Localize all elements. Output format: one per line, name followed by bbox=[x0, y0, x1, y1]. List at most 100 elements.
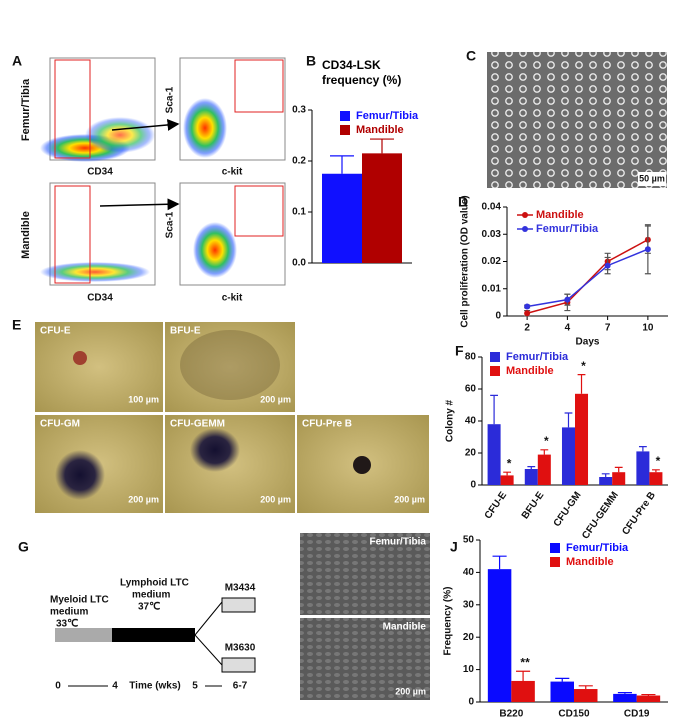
legend-label: Femur/Tibia bbox=[356, 110, 419, 122]
micrograph bbox=[300, 618, 430, 700]
micrograph bbox=[35, 322, 163, 412]
x-tick-label: 10 bbox=[642, 323, 654, 334]
point bbox=[564, 296, 571, 303]
error-bar bbox=[503, 471, 512, 476]
scale-label: 100 µm bbox=[128, 394, 159, 404]
bar bbox=[537, 454, 551, 485]
y-tick-label: 20 bbox=[465, 448, 477, 459]
gate bbox=[54, 59, 91, 159]
error-bar bbox=[527, 466, 536, 469]
y-axis-label: Cell proliferation (OD value) bbox=[460, 195, 471, 327]
connector bbox=[194, 601, 223, 636]
x-axis-label: Days bbox=[576, 337, 600, 348]
point bbox=[644, 246, 651, 253]
panel-label: D bbox=[458, 194, 468, 210]
x-tick-label: B220 bbox=[499, 709, 523, 717]
axis-label: c-kit bbox=[222, 293, 243, 304]
panel-label: G bbox=[18, 539, 29, 555]
y-tick-label: 10 bbox=[463, 664, 475, 675]
scale-label: 200 µm bbox=[128, 494, 159, 504]
error-bar bbox=[370, 138, 394, 154]
y-axis-label: Colony # bbox=[445, 399, 456, 442]
scale-label: 200 µm bbox=[394, 494, 425, 504]
bar bbox=[636, 695, 661, 702]
y-tick-label: 20 bbox=[463, 632, 475, 643]
x-tick-label: CFU-GM bbox=[552, 490, 584, 529]
gate bbox=[54, 185, 91, 284]
bar bbox=[322, 173, 362, 263]
scale-label: 50 µm bbox=[639, 173, 665, 183]
y-tick-label: 0.01 bbox=[482, 283, 502, 294]
bar bbox=[524, 469, 538, 485]
bar bbox=[612, 472, 626, 485]
image-label: Femur/Tibia bbox=[370, 537, 427, 548]
micrograph bbox=[487, 52, 667, 188]
legend-swatch bbox=[522, 212, 528, 218]
bar bbox=[599, 477, 613, 485]
bar bbox=[511, 680, 535, 702]
y-tick-label: 0.04 bbox=[482, 202, 502, 213]
colony bbox=[55, 450, 105, 500]
error-bar bbox=[330, 155, 354, 174]
y-axis-label: Frequency (%) bbox=[443, 587, 454, 656]
error-bar bbox=[617, 692, 632, 694]
legend-swatch bbox=[490, 366, 500, 376]
row-label: Femur/Tibia bbox=[20, 78, 32, 141]
image-label: CFU-E bbox=[40, 326, 71, 337]
y-tick-label: 0.3 bbox=[292, 105, 306, 116]
axis-label: CD34 bbox=[87, 293, 113, 304]
image-label: BFU-E bbox=[170, 326, 201, 337]
significance: ** bbox=[520, 655, 530, 669]
image-label: CFU-Pre B bbox=[302, 419, 352, 430]
arrow bbox=[99, 198, 180, 211]
error-bar bbox=[555, 677, 570, 682]
bar bbox=[550, 681, 574, 702]
legend-label: Mandible bbox=[536, 209, 584, 221]
flow-density bbox=[183, 98, 227, 158]
x-tick-label: CFU-E bbox=[483, 490, 510, 522]
diagram-text: 5 bbox=[192, 681, 198, 692]
error-bar bbox=[601, 473, 610, 477]
flow-density bbox=[193, 222, 237, 278]
y-tick-label: 0 bbox=[495, 311, 501, 322]
panel-label: A bbox=[12, 53, 22, 69]
row-label: Mandible bbox=[20, 211, 32, 259]
diagram-text: Time (wks) bbox=[129, 681, 181, 692]
x-tick-label: CFU-Pre B bbox=[620, 490, 658, 537]
legend-swatch bbox=[490, 352, 500, 362]
y-tick-label: 0 bbox=[468, 697, 474, 708]
diagram-text: Lymphoid LTC bbox=[120, 578, 189, 589]
colony bbox=[180, 330, 280, 400]
y-tick-label: 30 bbox=[463, 599, 475, 610]
colony bbox=[73, 351, 87, 365]
panel-label: C bbox=[466, 48, 476, 64]
error-bar bbox=[614, 466, 623, 473]
point bbox=[604, 262, 611, 269]
line bbox=[526, 239, 649, 314]
phase-bar bbox=[112, 628, 195, 642]
output-box bbox=[221, 597, 256, 613]
scale-label: 200 µm bbox=[260, 494, 291, 504]
point bbox=[524, 310, 531, 317]
colony bbox=[353, 456, 371, 474]
connector bbox=[194, 634, 223, 666]
flow-density bbox=[40, 262, 150, 282]
y-tick-label: 50 bbox=[463, 535, 475, 546]
gate bbox=[234, 185, 284, 237]
y-tick-label: 40 bbox=[465, 416, 477, 427]
bar bbox=[487, 424, 501, 485]
point bbox=[524, 303, 531, 310]
diagram-text: medium bbox=[132, 590, 170, 601]
gate bbox=[234, 59, 284, 113]
colony bbox=[190, 428, 240, 472]
image-label: CFU-GM bbox=[40, 419, 80, 430]
x-tick-label: 4 bbox=[565, 323, 571, 334]
diagram-text: Myeloid LTC bbox=[50, 595, 109, 606]
legend-label: Mandible bbox=[356, 124, 404, 136]
error-bar bbox=[578, 685, 593, 690]
error-bar bbox=[492, 555, 507, 570]
diagram-text: 4 bbox=[112, 681, 118, 692]
y-tick-label: 60 bbox=[465, 384, 477, 395]
legend-swatch bbox=[340, 111, 350, 121]
